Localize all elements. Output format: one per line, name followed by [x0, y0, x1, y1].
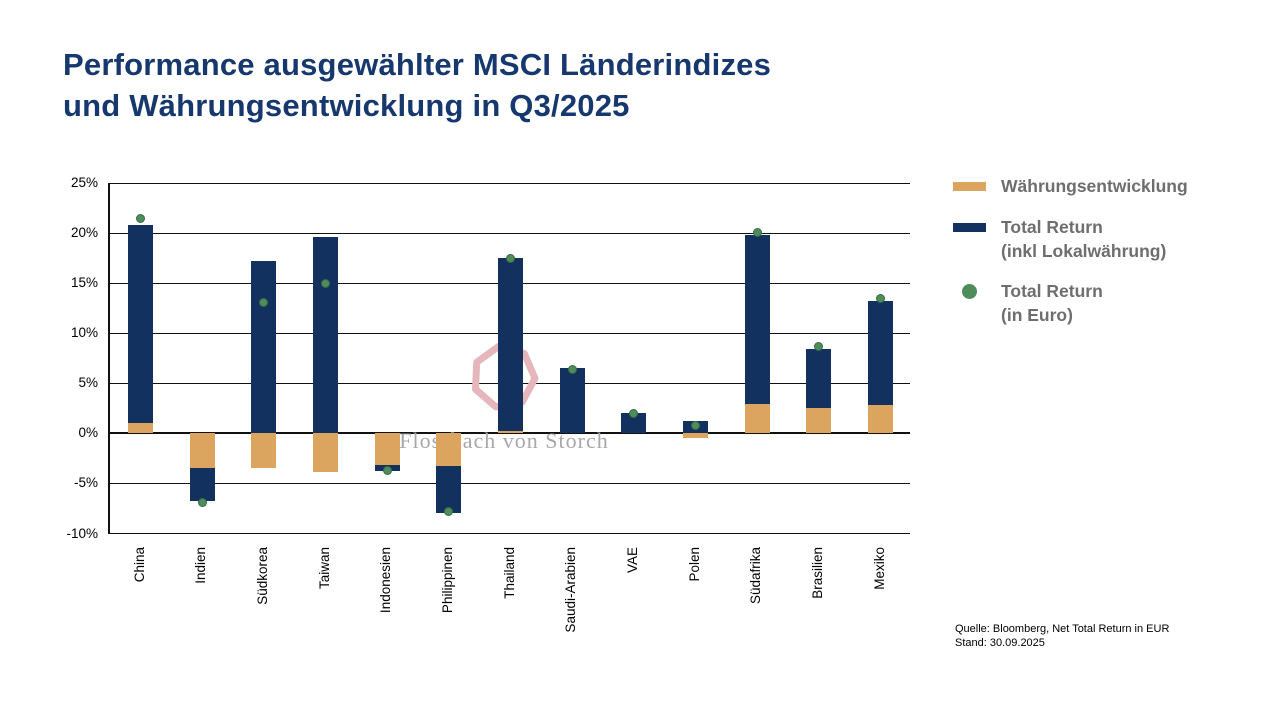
currency-bar-segment [868, 405, 894, 434]
currency-bar-segment [374, 433, 400, 466]
total-return-bar-segment [189, 468, 215, 502]
euro-return-dot [136, 213, 145, 223]
y-tick-label: 5% [78, 375, 98, 391]
legend-swatch-total-return-euro [962, 284, 977, 299]
y-tick-label: -5% [73, 475, 98, 491]
total-return-bar-segment [806, 349, 832, 409]
legend-swatch-total-return-local [953, 223, 986, 232]
y-tick-label: 25% [70, 175, 98, 190]
source-line: Quelle: Bloomberg, Net Total Return in E… [955, 623, 1170, 635]
euro-return-dot [321, 278, 330, 288]
euro-return-dot [259, 297, 269, 307]
total-return-bar-segment [621, 413, 647, 434]
legend-item-total-return-euro: Total Return (in Euro) [953, 279, 1103, 327]
y-tick-label: 0% [78, 425, 98, 441]
total-return-bar-segment [498, 258, 524, 432]
y-axis-line [108, 183, 110, 534]
currency-bar-segment [436, 433, 462, 467]
y-tick-label: 20% [70, 225, 98, 241]
y-tick-label: 15% [70, 275, 98, 291]
euro-return-dot [382, 465, 392, 475]
total-return-bar-segment [313, 237, 338, 434]
currency-bar-segment [683, 433, 709, 439]
zero-gridline [108, 432, 910, 435]
gridline [108, 533, 910, 534]
euro-return-dot [629, 408, 639, 418]
legend-swatch-currency [953, 182, 986, 191]
euro-return-dot [691, 420, 701, 430]
euro-return-dot [506, 253, 516, 263]
euro-return-dot [876, 293, 886, 303]
total-return-bar-segment [251, 261, 277, 434]
x-axis-label: Indonesien [378, 547, 394, 614]
page-title-line1: Performance ausgewählter MSCI Länderindi… [63, 47, 772, 82]
x-axis-label: VAE [624, 547, 640, 574]
gridline [108, 182, 910, 184]
total-return-bar-segment [744, 235, 770, 405]
total-return-bar-segment [436, 466, 462, 514]
source-date-line: Stand: 30.09.2025 [955, 637, 1045, 649]
gridline [108, 482, 910, 484]
x-axis-label: Südafrika [748, 547, 764, 605]
euro-return-dot [814, 341, 824, 351]
legend-label-total-return-euro: Total Return (in Euro) [1001, 281, 1103, 325]
x-axis-label: Thailand [501, 547, 517, 599]
gridline [108, 232, 910, 234]
y-tick-label: -10% [66, 525, 98, 541]
page-title: Performance ausgewählter MSCI Länderindi… [63, 44, 771, 126]
euro-return-dot [444, 506, 454, 516]
page-title-line2: und Währungsentwicklung in Q3/2025 [63, 88, 630, 123]
y-tick-label: 10% [70, 325, 98, 341]
legend-label-currency: Währungsentwicklung [1001, 176, 1188, 196]
x-axis-label: Indien [193, 547, 209, 584]
legend-label-total-return-local: Total Return (inkl Lokalwährung) [1001, 217, 1167, 261]
euro-return-dot [197, 497, 207, 507]
x-axis-label: Südkorea [254, 547, 270, 605]
x-axis-label: Brasilien [809, 547, 825, 599]
x-axis-label: Philippinen [439, 547, 455, 614]
currency-bar-segment [251, 433, 277, 469]
x-axis-label: Taiwan [316, 547, 332, 590]
source-note: Quelle: Bloomberg, Net Total Return in E… [955, 622, 1169, 650]
total-return-bar-segment [128, 225, 153, 424]
x-axis-label: China [131, 547, 147, 583]
currency-bar-segment [498, 431, 524, 434]
currency-bar-segment [189, 433, 215, 469]
currency-bar-segment [313, 433, 338, 473]
x-axis-label: Saudi-Arabien [563, 547, 579, 633]
legend-item-total-return-local: Total Return (inkl Lokalwährung) [953, 215, 1166, 263]
total-return-bar-segment [868, 301, 894, 406]
x-axis-label: Polen [686, 547, 702, 582]
currency-bar-segment [128, 423, 153, 434]
euro-return-dot [752, 227, 762, 237]
currency-bar-segment [806, 408, 832, 434]
total-return-bar-segment [559, 368, 585, 434]
euro-return-dot [567, 364, 577, 374]
legend-item-currency: Währungsentwicklung [953, 174, 1188, 198]
x-axis-label: Mexiko [871, 547, 887, 590]
currency-bar-segment [744, 404, 770, 434]
